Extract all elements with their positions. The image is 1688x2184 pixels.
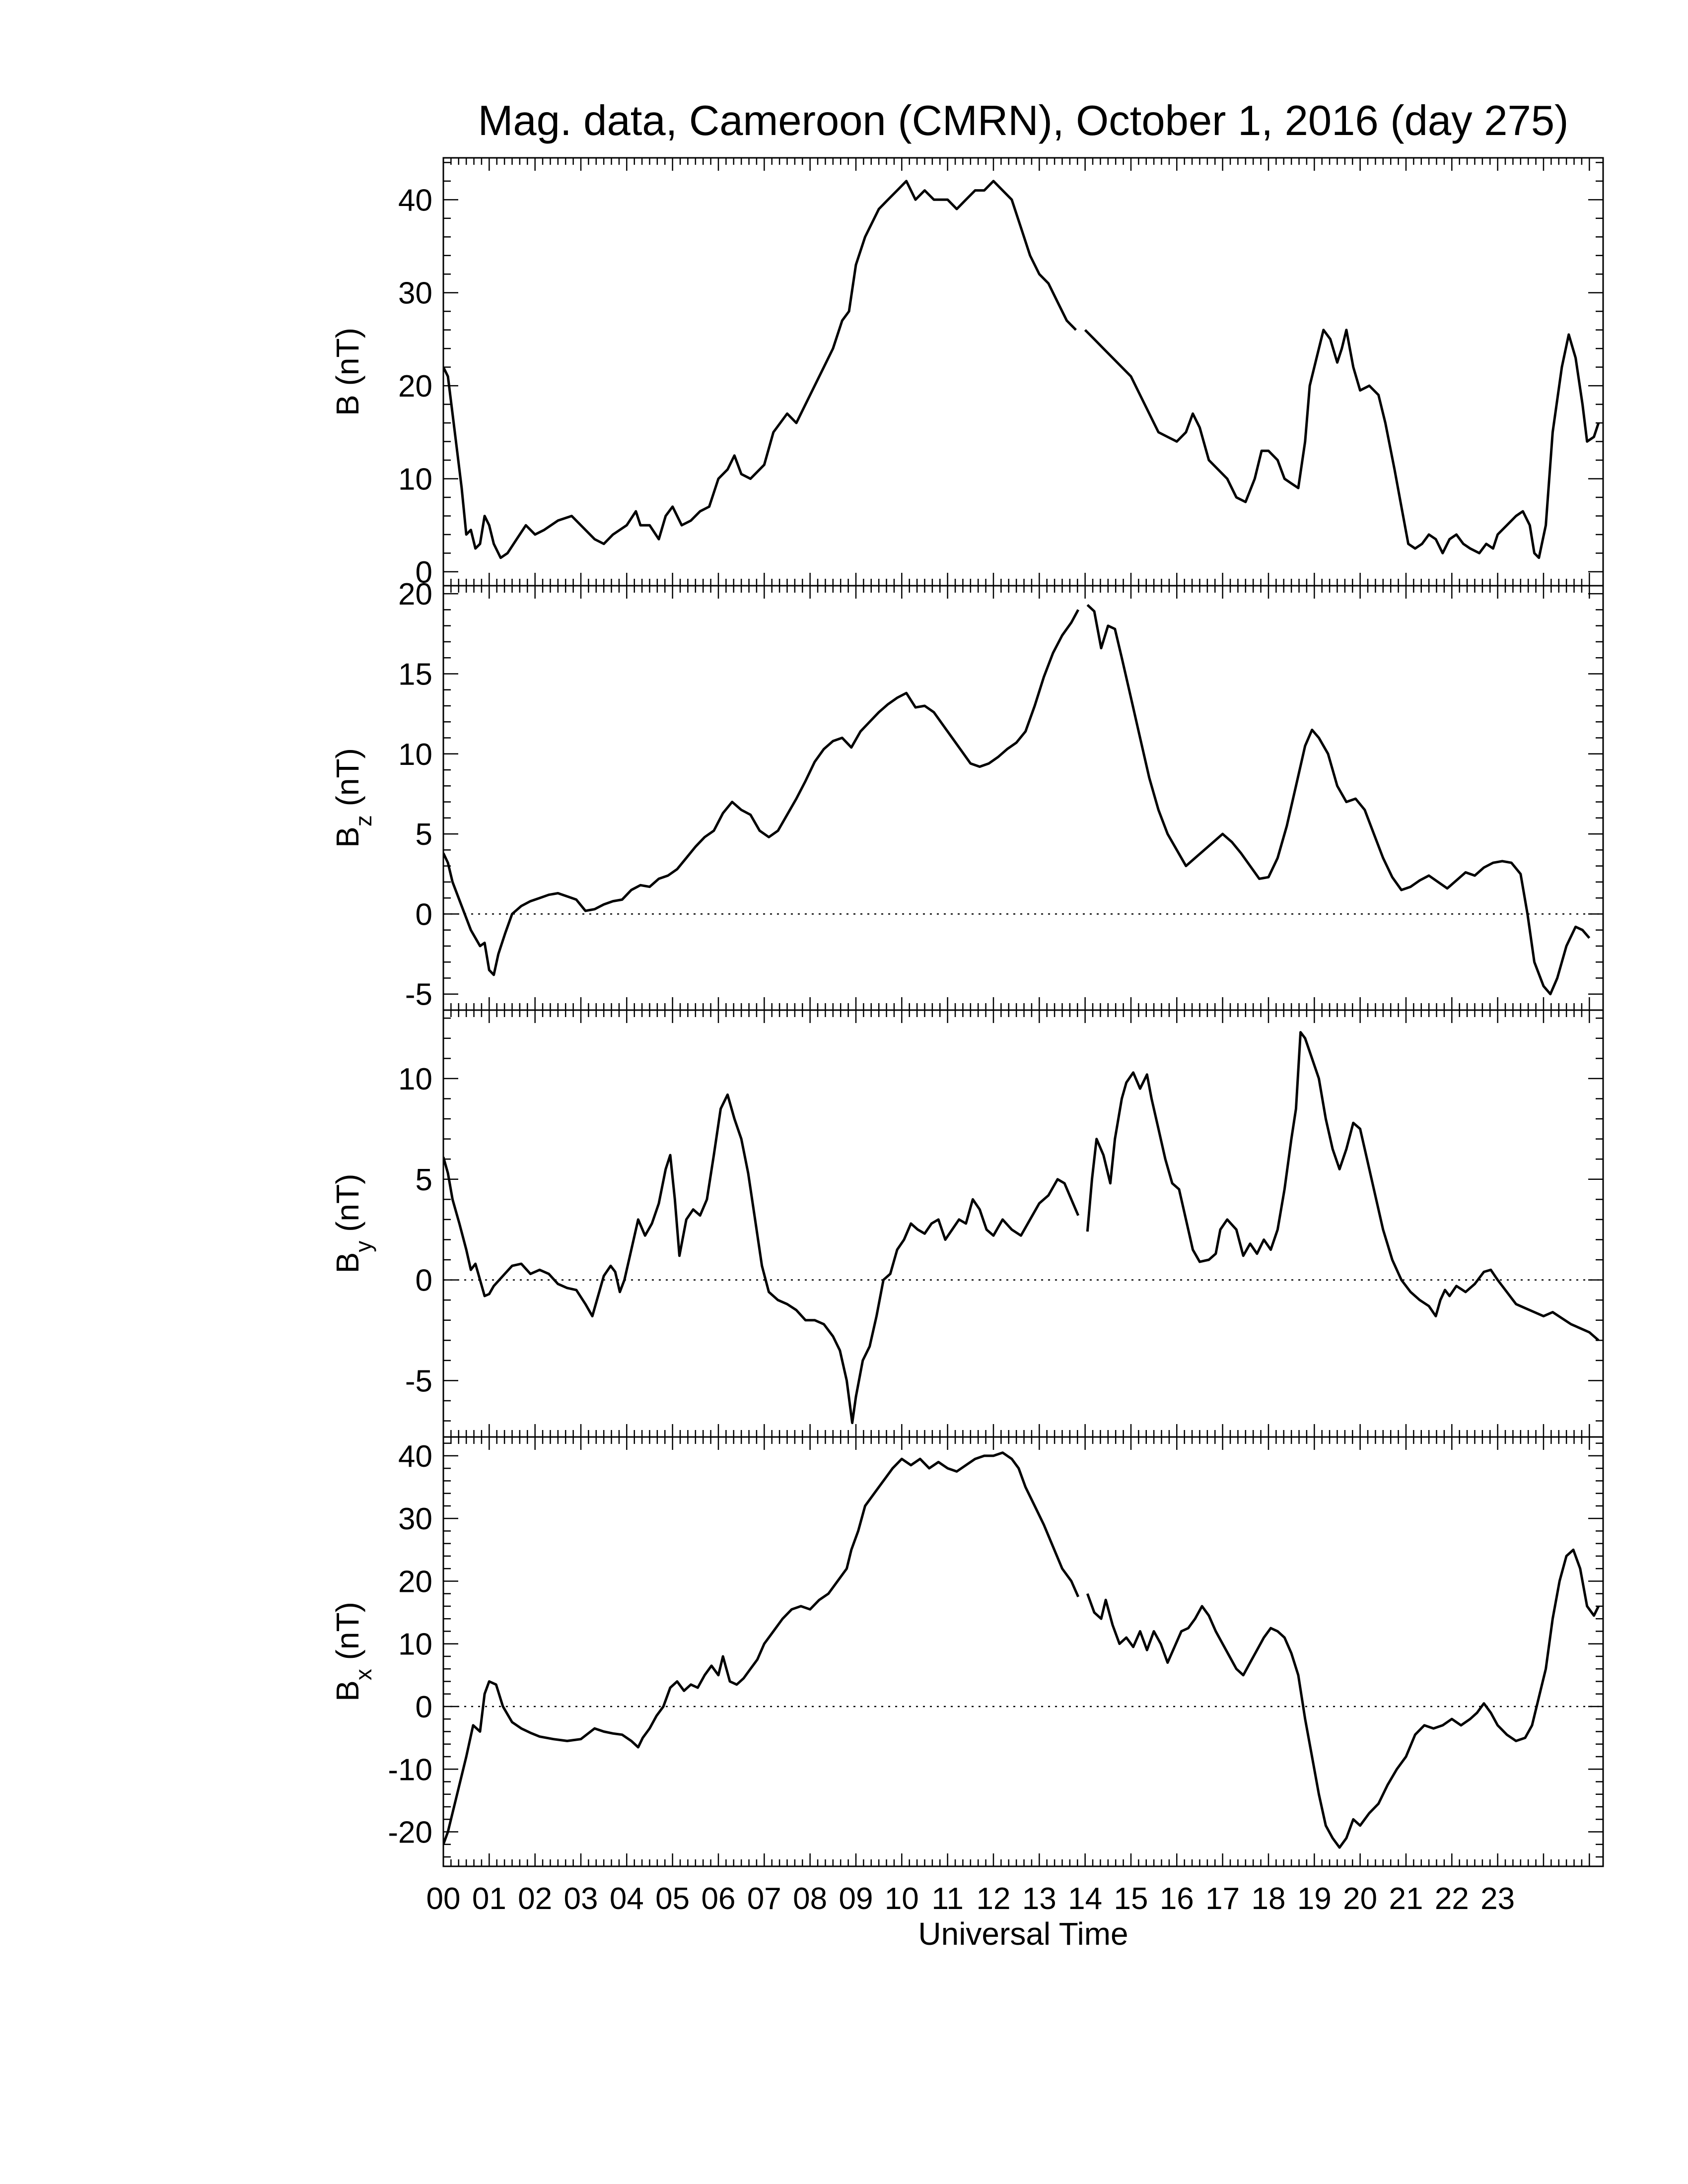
y-tick-label-Bz: 0 bbox=[416, 897, 432, 932]
x-tick-label: 01 bbox=[472, 1882, 506, 1916]
panel-By: -5 0 5 10 By (nT) bbox=[330, 1009, 1604, 1438]
x-tick-label: 02 bbox=[518, 1882, 552, 1916]
y-axis-label-sub-Bx: x bbox=[351, 1669, 376, 1680]
y-tick-label-Bx: -20 bbox=[388, 1816, 432, 1850]
y-tick-label-Bx: -10 bbox=[388, 1753, 432, 1787]
x-axis-label: Universal Time bbox=[918, 1916, 1128, 1952]
x-tick-label: 18 bbox=[1251, 1882, 1285, 1916]
y-tick-label-Bz: 15 bbox=[398, 657, 432, 691]
y-tick-label-Bx: 20 bbox=[398, 1565, 432, 1599]
panel-frame-Bx bbox=[442, 1436, 1604, 1867]
y-tick-label-By: 10 bbox=[398, 1062, 432, 1096]
y-axis-label-B: B (nT) bbox=[330, 328, 365, 416]
x-tick-label: 10 bbox=[885, 1882, 919, 1916]
x-tick-label: 20 bbox=[1343, 1882, 1377, 1916]
y-tick-label-Bz: 5 bbox=[416, 818, 432, 852]
panel-B: 0 10 20 30 40 B (nT) bbox=[330, 157, 1604, 590]
series-line-Bx-1 bbox=[1086, 1548, 1600, 1849]
y-axis-label-main-Bz: B bbox=[330, 826, 365, 848]
y-axis-label-Bz: Bz (nT) bbox=[330, 748, 376, 848]
x-tick-label: 21 bbox=[1389, 1882, 1423, 1916]
x-tick-label: 04 bbox=[610, 1882, 644, 1916]
y-axis-label-main-Bx: B bbox=[330, 1680, 365, 1702]
y-tick-label-B: 40 bbox=[398, 183, 432, 217]
y-tick-label-B: 10 bbox=[398, 463, 432, 497]
y-tick-label-By: 5 bbox=[416, 1163, 432, 1197]
y-axis-label-unit-Bz: (nT) bbox=[330, 748, 365, 815]
x-tick-label: 09 bbox=[839, 1882, 873, 1916]
y-tick-label-By: 0 bbox=[416, 1264, 432, 1298]
y-axis-label-sub-Bz: z bbox=[351, 815, 376, 826]
y-axis-label-main-By: B bbox=[330, 1252, 365, 1274]
y-axis-label-main-B: B bbox=[330, 395, 365, 416]
x-tick-label: 12 bbox=[976, 1882, 1010, 1916]
y-axis-label-unit-B: (nT) bbox=[330, 328, 365, 395]
y-axis-label-sub-By: y bbox=[351, 1241, 376, 1252]
x-tick-label: 16 bbox=[1160, 1882, 1194, 1916]
x-tick-label: 17 bbox=[1205, 1882, 1240, 1916]
y-axis-label-By: By (nT) bbox=[330, 1174, 376, 1274]
y-tick-label-Bx: 10 bbox=[398, 1628, 432, 1662]
y-tick-label-By: -5 bbox=[405, 1364, 432, 1398]
series-line-Bx-0 bbox=[443, 1451, 1080, 1845]
series-line-By-1 bbox=[1086, 1031, 1600, 1342]
x-tick-label: 23 bbox=[1480, 1882, 1515, 1916]
x-tick-label: 05 bbox=[655, 1882, 690, 1916]
x-tick-label: 22 bbox=[1435, 1882, 1469, 1916]
x-tick-label: 15 bbox=[1114, 1882, 1148, 1916]
panels-group: 0 10 20 30 40 B (nT) -5 0 5 10 15 20 Bz (nT) -5 0 5 10 By… bbox=[330, 157, 1604, 1867]
series-line-B-1 bbox=[1084, 329, 1600, 559]
x-tick-label: 11 bbox=[931, 1882, 963, 1916]
y-axis-label-Bx: Bx (nT) bbox=[330, 1602, 376, 1702]
y-tick-label-Bz: 20 bbox=[398, 577, 432, 612]
panel-Bx: -20 -10 0 10 20 30 40 Bx (nT) bbox=[330, 1436, 1604, 1867]
series-line-Bz-1 bbox=[1086, 604, 1591, 996]
x-tick-label: 13 bbox=[1022, 1882, 1056, 1916]
x-tick-label: 07 bbox=[747, 1882, 781, 1916]
y-tick-label-Bx: 0 bbox=[416, 1690, 432, 1724]
series-line-B-0 bbox=[443, 180, 1077, 559]
y-tick-label-Bx: 30 bbox=[398, 1502, 432, 1536]
series-line-Bz-0 bbox=[443, 609, 1080, 976]
x-tick-label: 03 bbox=[564, 1882, 598, 1916]
x-tick-label: 06 bbox=[702, 1882, 736, 1916]
y-tick-label-B: 20 bbox=[398, 369, 432, 404]
x-tick-label: 08 bbox=[793, 1882, 827, 1916]
x-tick-label: 14 bbox=[1068, 1882, 1102, 1916]
x-tick-label: 19 bbox=[1297, 1882, 1332, 1916]
y-tick-label-Bz: 10 bbox=[398, 738, 432, 772]
x-tick-label: 00 bbox=[426, 1882, 461, 1916]
y-tick-label-B: 0 bbox=[416, 555, 432, 590]
y-axis-label-unit-By: (nT) bbox=[330, 1174, 365, 1241]
chart-title: Mag. data, Cameroon (CMRN), October 1, 2… bbox=[478, 97, 1569, 144]
x-axis: 00 01 02 03 04 05 06 07 08 09 10 11 12 13 14 15 16 17 18 19… bbox=[426, 1882, 1515, 1916]
series-line-By-0 bbox=[443, 1093, 1080, 1425]
y-tick-label-B: 30 bbox=[398, 276, 432, 311]
y-tick-label-Bz: -5 bbox=[405, 978, 432, 1012]
y-axis-label-unit-Bx: (nT) bbox=[330, 1602, 365, 1669]
y-tick-label-Bx: 40 bbox=[398, 1439, 432, 1474]
